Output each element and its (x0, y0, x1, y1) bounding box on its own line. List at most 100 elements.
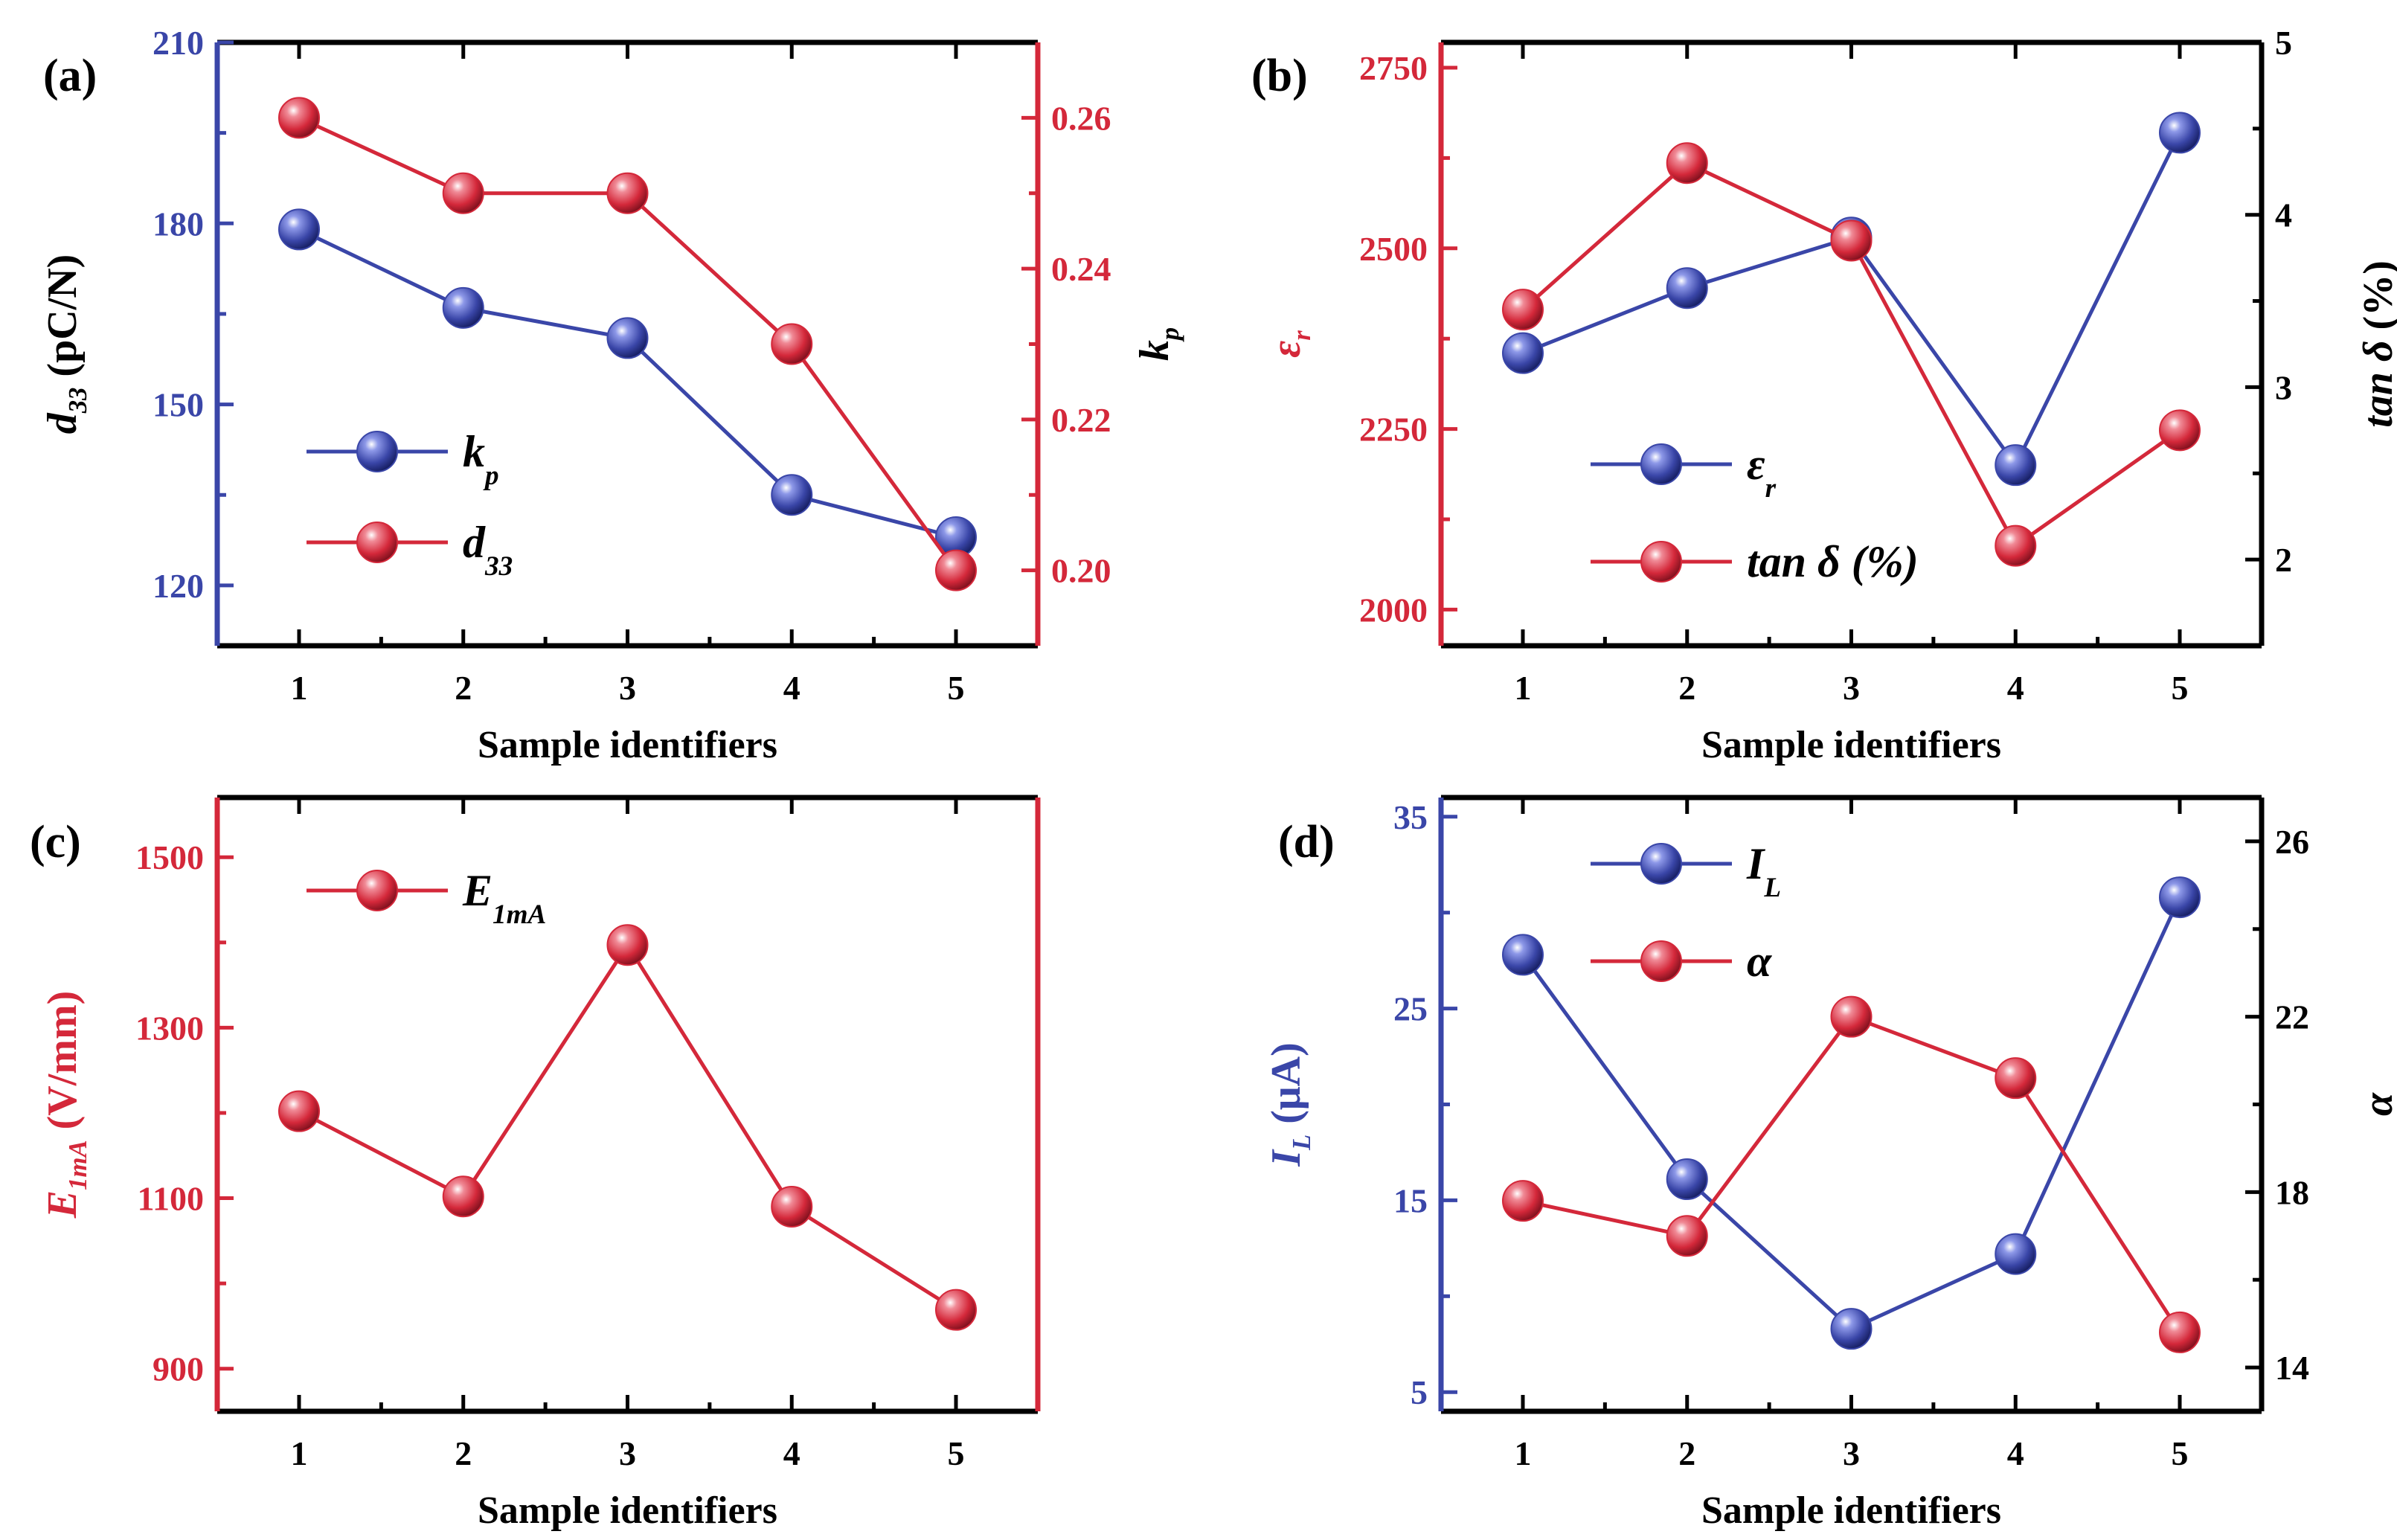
panel-label: (b) (1251, 51, 1308, 101)
chart-panel-4: 1 2 3 4 5 Sample identifiers 5 15 25 35 IL (μA) 14 1… (1263, 795, 2397, 1532)
y-right-tick-label: 0.20 (1051, 552, 1111, 590)
x-tick-label: 1 (291, 1434, 308, 1472)
x-tick-label: 2 (1678, 669, 1695, 707)
data-point-red (2159, 1311, 2201, 1353)
y-left-tick-label: 2750 (1359, 49, 1428, 87)
x-axis-title: Sample identifiers (1701, 724, 2001, 766)
legend-label: tan δ (%) (1747, 537, 1919, 586)
x-tick-label: 5 (948, 1434, 965, 1472)
x-tick-label: 4 (2007, 1434, 2024, 1472)
data-point-blue (1995, 444, 2037, 487)
y-left-tick-label: 2000 (1359, 591, 1428, 629)
data-point-red (935, 549, 977, 591)
legend-marker-red (356, 870, 398, 911)
y-right-tick-label: 26 (2275, 823, 2309, 861)
y-left-tick-label: 1300 (135, 1009, 204, 1047)
data-point-red (1830, 995, 1873, 1038)
y-left-axis-title: E1mA (V/mm) (39, 991, 92, 1219)
data-point-red (771, 1186, 813, 1228)
y-left-tick-label: 120 (153, 567, 204, 605)
data-point-blue (1502, 934, 1544, 976)
y-left-axis-title: d33 (pC/N) (39, 254, 92, 434)
legend-label: E1mA (462, 866, 546, 930)
data-point-blue (2159, 876, 2201, 919)
y-right-tick-label: 3 (2275, 368, 2292, 406)
legend-label: kp (463, 427, 499, 491)
y-left-tick-label: 2500 (1359, 230, 1428, 268)
legend-marker-blue (1640, 443, 1682, 485)
y-left-tick-label: 5 (1411, 1373, 1428, 1411)
x-tick-label: 3 (1843, 669, 1860, 707)
data-point-blue (1995, 1233, 2037, 1275)
x-tick-label: 3 (1843, 1434, 1860, 1472)
data-point-blue (771, 474, 813, 516)
y-right-tick-label: 0.26 (1051, 99, 1111, 137)
legend-marker-blue (356, 431, 398, 472)
x-tick-label: 5 (2172, 1434, 2189, 1472)
series-line-red (298, 941, 957, 1312)
chart-panel-1: 1 2 3 4 5 Sample identifiers 120 150 180 210 d33 (… (39, 24, 1184, 766)
data-point-red (935, 1289, 977, 1331)
data-point-blue (1830, 1308, 1873, 1350)
data-point-red (1666, 1215, 1708, 1257)
data-point-red (278, 97, 320, 139)
data-point-red (606, 924, 649, 966)
y-left-tick-label: 15 (1393, 1181, 1428, 1219)
x-axis-title: Sample identifiers (478, 724, 777, 766)
data-point-red (771, 323, 813, 365)
x-tick-label: 2 (455, 1434, 472, 1472)
data-point-red (1995, 1057, 2037, 1100)
legend-label: α (1747, 937, 1772, 986)
data-point-blue (606, 317, 649, 359)
y-left-tick-label: 1100 (138, 1180, 204, 1218)
y-right-tick-label: 0.24 (1051, 250, 1111, 288)
data-point-blue (1666, 1158, 1708, 1201)
y-right-axis-title: tan δ (%) (2355, 260, 2397, 428)
data-point-blue (1666, 267, 1708, 309)
y-left-tick-label: 1500 (135, 838, 204, 876)
y-left-axis-title: IL (μA) (1263, 1042, 1316, 1167)
legend-label: εr (1747, 440, 1777, 504)
data-point-red (1502, 1180, 1544, 1222)
x-tick-label: 4 (783, 1434, 800, 1472)
panel-label: (c) (30, 817, 81, 867)
x-tick-label: 2 (455, 669, 472, 707)
data-point-red (278, 1090, 320, 1132)
x-tick-label: 4 (2007, 669, 2024, 707)
x-tick-label: 3 (619, 669, 636, 707)
data-point-red (1995, 524, 2037, 567)
y-left-tick-label: 180 (153, 205, 204, 243)
data-point-red (606, 172, 649, 214)
y-left-tick-label: 25 (1393, 990, 1428, 1028)
x-tick-label: 1 (1515, 669, 1532, 707)
y-right-tick-label: 0.22 (1051, 401, 1111, 439)
x-tick-label: 5 (948, 669, 965, 707)
y-right-axis-title: kp (1132, 327, 1184, 361)
data-point-red (1830, 219, 1873, 262)
x-axis-title: Sample identifiers (1701, 1489, 2001, 1532)
legend-label: IL (1746, 839, 1781, 903)
data-point-blue (1502, 332, 1544, 374)
y-left-tick-label: 210 (153, 24, 204, 62)
y-right-tick-label: 5 (2275, 24, 2292, 62)
y-left-tick-label: 35 (1393, 798, 1428, 836)
y-left-tick-label: 2250 (1359, 411, 1428, 449)
y-right-tick-label: 4 (2275, 196, 2292, 234)
chart-panel-2: 1 2 3 4 5 Sample identifiers 2000 2250 2500 2750 ε… (1251, 24, 2397, 766)
y-left-axis-title: εr (1263, 330, 1316, 358)
data-point-blue (278, 208, 320, 251)
x-tick-label: 1 (291, 669, 308, 707)
data-point-red (1666, 142, 1708, 185)
y-left-tick-label: 150 (153, 386, 204, 424)
series-line-blue (1522, 132, 2182, 469)
legend-marker-red (356, 522, 398, 563)
y-right-tick-label: 18 (2275, 1173, 2309, 1211)
x-tick-label: 5 (2172, 669, 2189, 707)
chart-panel-3: 1 2 3 4 5 Sample identifiers 900 1100 1300 1500 E1… (30, 795, 1041, 1532)
panel-label: (a) (43, 51, 97, 101)
data-point-red (442, 1175, 484, 1218)
y-right-axis-title: α (2355, 1092, 2397, 1116)
legend-marker-red (1640, 940, 1682, 982)
legend-label: d33 (463, 518, 513, 582)
series-line-red (1522, 1014, 2182, 1334)
